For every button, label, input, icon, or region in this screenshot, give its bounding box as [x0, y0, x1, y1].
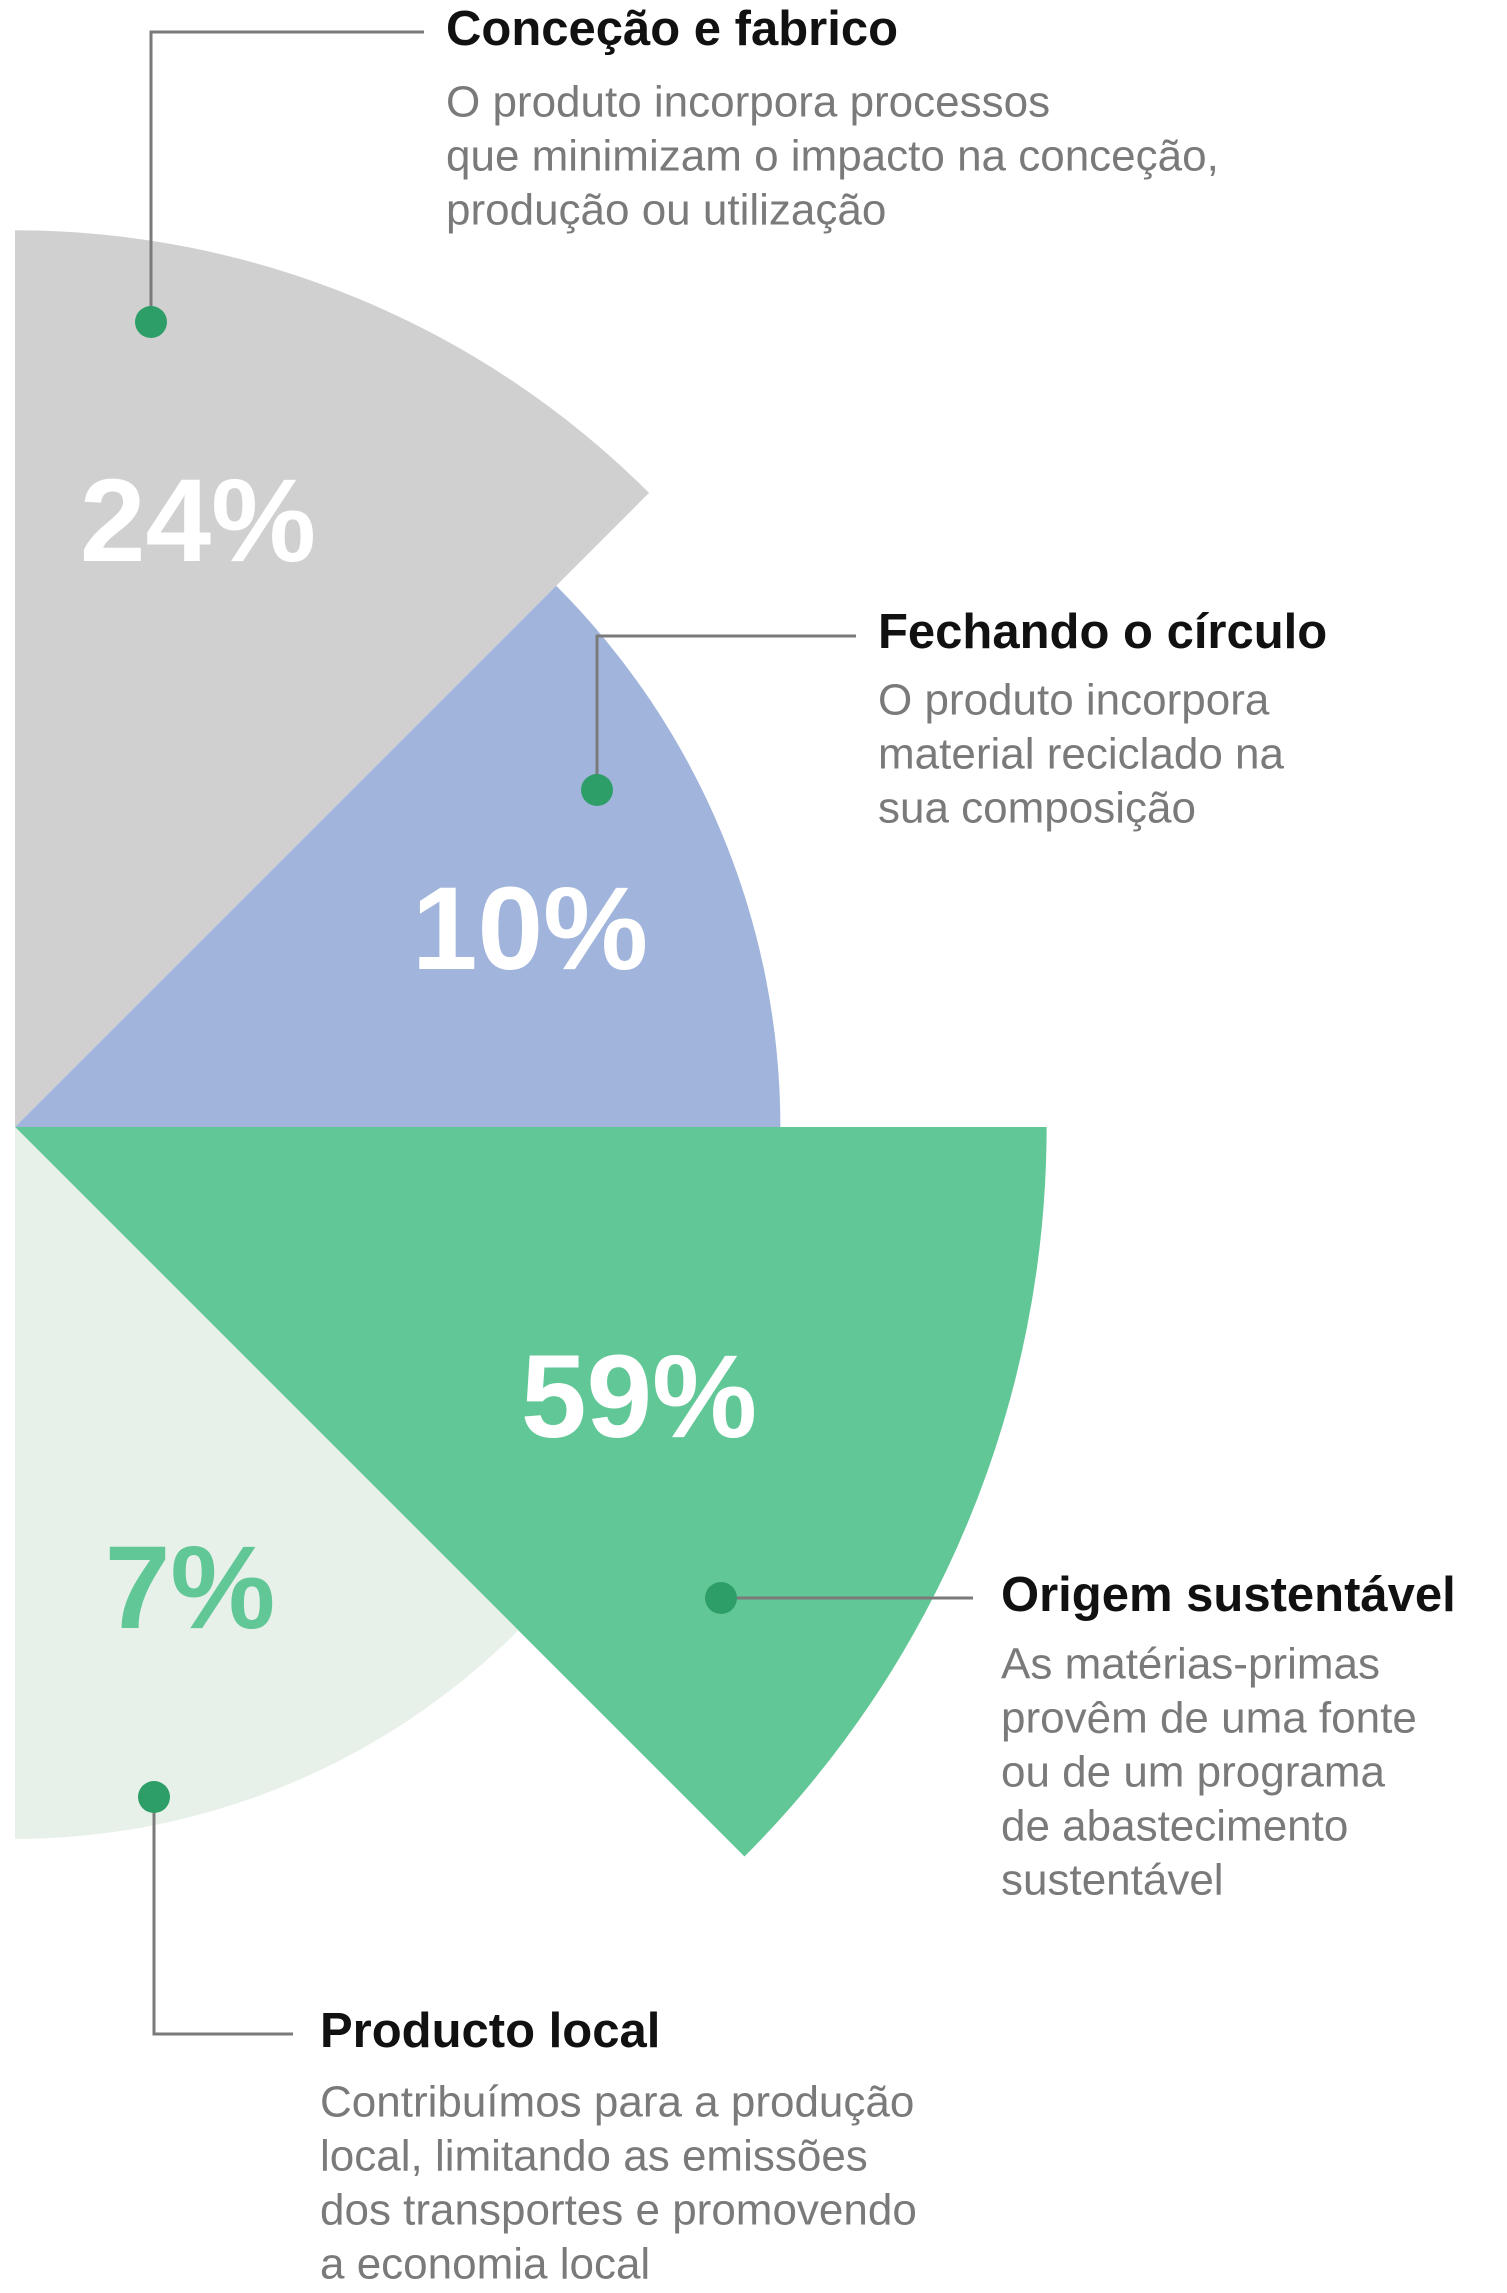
category-description: local, limitando as emissões	[320, 2132, 868, 2181]
sector	[15, 1127, 1047, 1857]
category-description: O produto incorpora processos	[446, 78, 1050, 127]
category-title: Origem sustentável	[1001, 1568, 1456, 1622]
value-label: 7%	[105, 1522, 276, 1654]
category-description: material reciclado na	[878, 730, 1284, 779]
category-title: Fechando o círculo	[878, 605, 1327, 659]
category-description: Contribuímos para a produção	[320, 2078, 914, 2127]
value-label: 59%	[521, 1331, 757, 1463]
leader-dot	[581, 774, 613, 806]
value-label: 10%	[412, 863, 648, 995]
category-description: que minimizam o impacto na conceção,	[446, 132, 1219, 181]
category-description: sua composição	[878, 784, 1196, 833]
category-description: As matérias-primas	[1001, 1640, 1380, 1689]
sector	[15, 585, 781, 1127]
category-description: produção ou utilização	[446, 186, 886, 235]
leader-dot	[138, 1781, 170, 1813]
sector	[15, 230, 650, 1127]
category-description: dos transportes e promovendo	[320, 2186, 917, 2235]
value-label: 24%	[80, 455, 316, 587]
category-description: provêm de uma fonte	[1001, 1694, 1417, 1743]
category-title: Conceção e fabrico	[446, 2, 898, 56]
leader-line	[149, 30, 424, 322]
category-description: a economia local	[320, 2240, 650, 2288]
category-description: de abastecimento	[1001, 1802, 1348, 1851]
leader-dot	[705, 1582, 737, 1614]
category-title: Producto local	[320, 2004, 660, 2058]
leader-line	[595, 634, 856, 790]
category-description: sustentável	[1001, 1856, 1224, 1905]
category-description: ou de um programa	[1001, 1748, 1386, 1797]
leader-dot	[135, 306, 167, 338]
category-description: O produto incorpora	[878, 676, 1270, 725]
leader-line	[152, 1797, 293, 2036]
sector	[15, 1127, 519, 1839]
